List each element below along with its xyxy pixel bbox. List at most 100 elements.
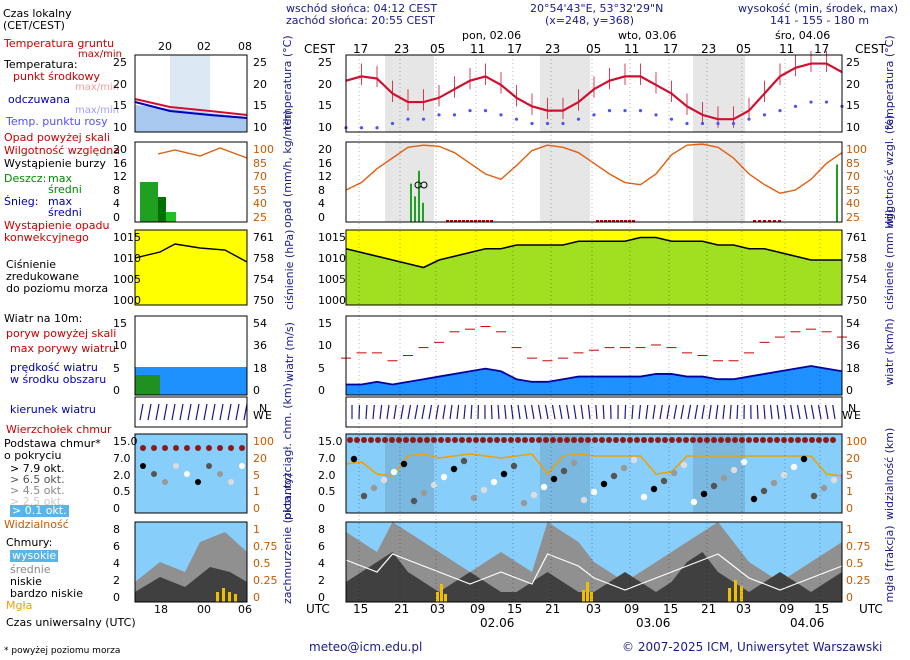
cloud-base-dot [730,466,738,474]
wind-arrow [407,404,412,420]
mini-ytick-right-wind: 54 [253,317,267,330]
cloud-base-dot [670,469,678,477]
mini-ytick-prec: 12 [113,170,127,184]
rain-bar [410,183,412,222]
night-band [693,434,745,513]
mini-ytick-prec: 16 [113,156,127,170]
mini-cloud-base-dot [206,463,212,469]
mini-wind-arrow [179,403,184,421]
wind-arrow [638,404,642,420]
day-label-3: śro, 04.06 [775,29,831,42]
cloud-base-dot [740,458,748,466]
wind-arrow [756,404,759,420]
legend-gust-max: max porywy wiatru [10,342,116,355]
wind-arrow [595,404,598,420]
legend-rain-max: max [48,172,72,185]
ytick-left-pres: 1000 [318,294,346,307]
cest-tick: 11 [470,42,486,56]
ytick-left-temp: 25 [318,56,332,69]
mini-fog-bar [228,592,231,602]
mini-ytick-cov: 8 [113,523,120,536]
mini-ytick-wind: 0 [113,384,120,397]
cloud-top-dot [403,437,409,443]
mini-panel-frame-wind [134,315,248,396]
cloud-base-dot [790,463,798,471]
dew-point [809,100,813,104]
cloud-top-dot [459,437,465,443]
cloud-base-dot [620,464,628,472]
legend-humidity: Wilgotność względna [4,144,121,157]
wind-arrow [442,404,446,420]
mini-pressure-line [134,243,248,263]
wind-arrow [715,404,719,420]
dew-point [607,109,612,113]
mini-ytick-right-prec: 70 [253,170,267,184]
cloud-top-dot [830,437,836,443]
dew-point [716,121,720,126]
cloud-base-dot [720,474,728,482]
wind-arrow [763,404,766,420]
legend-storm: Wystąpienie burzy [4,157,106,170]
cloud-top-dot [613,437,619,443]
cloud-base-dot [600,480,608,488]
mini-ytick-right-prec: 85 [253,156,267,170]
mini-cloud-top-dot [140,445,146,451]
panel-frame-prec [345,141,843,223]
ytick-left-temp: 10 [318,121,332,134]
cloud-top-dot [746,437,752,443]
mini-cloud-top-dot [162,445,168,451]
ytick-right-pres: 761 [846,231,867,244]
ytick-right-wind: 36 [846,339,860,353]
panel-frame-dir [345,396,843,428]
footer-email[interactable]: meteo@icm.edu.pl [309,640,423,654]
wind-arrow [652,404,656,420]
mini-cloud-base-dot [228,479,234,485]
mini-temp-area [135,105,247,132]
dew-point [654,113,658,117]
mini-humidity-line [157,147,248,159]
legend-precip-above: Opad powyżej skali [4,131,110,144]
ytick-right-prec: 85 [846,156,860,170]
legend-gust-above: poryw powyżej skali [6,327,117,340]
mini-wind-arrow [187,403,192,421]
mini-ytick-right-cld: 20 [253,451,267,465]
ytick-left-prec: 0 [318,211,325,224]
ytick-right-cov: 1 [846,523,853,536]
ytick-right-cov: 0.25 [846,574,871,587]
dew-point [545,121,550,126]
mini-cloud-base-dot [140,463,146,469]
mini-ytick-right-wind: 0 [253,384,260,397]
dew-point [700,121,705,126]
cloud-top-dot [550,437,556,443]
wind-arrow [558,404,563,420]
rain-bar [418,170,420,222]
mini-ytick-cld: 0.5 [113,485,131,499]
wind-arrow [544,404,549,420]
cest-tick: 23 [545,42,561,56]
ytick-right-wind: 18 [846,361,860,375]
ytick-left-cov: 4 [318,557,325,570]
panel-frame-temp [345,54,843,133]
wind-arrow [435,404,439,420]
utc-tick: 15 [507,602,523,616]
footer-copyright: © 2007-2025 ICM, Uniwersytet Warszawski [622,640,883,654]
cloud-base-dot [390,468,398,476]
ytick-right-cld: 100 [846,435,867,448]
wind-arrow [566,404,570,420]
mini-dir-compass-n: N [259,402,268,415]
legend-wind-title: Wiatr na 10m: [4,312,83,325]
legend-temperature: Temperatura: [4,58,78,71]
mini-rain-bar [140,182,158,222]
utc-label-right: UTC [859,602,883,616]
utc-day-1: 02.06 [480,616,515,630]
wind-arrow [449,404,453,420]
ytick-right-pres: 758 [846,252,867,265]
cloud-top-dot [718,437,724,443]
day-label-2: wto, 03.06 [618,29,677,42]
cloud-top-dot [424,437,430,443]
wind-arrow [659,404,663,420]
cloud-top-dot [732,437,738,443]
mini-ytick-cld: 2.0 [113,468,131,482]
legend-pressure-2: zredukowane [6,270,79,283]
wind-arrow [504,404,507,420]
